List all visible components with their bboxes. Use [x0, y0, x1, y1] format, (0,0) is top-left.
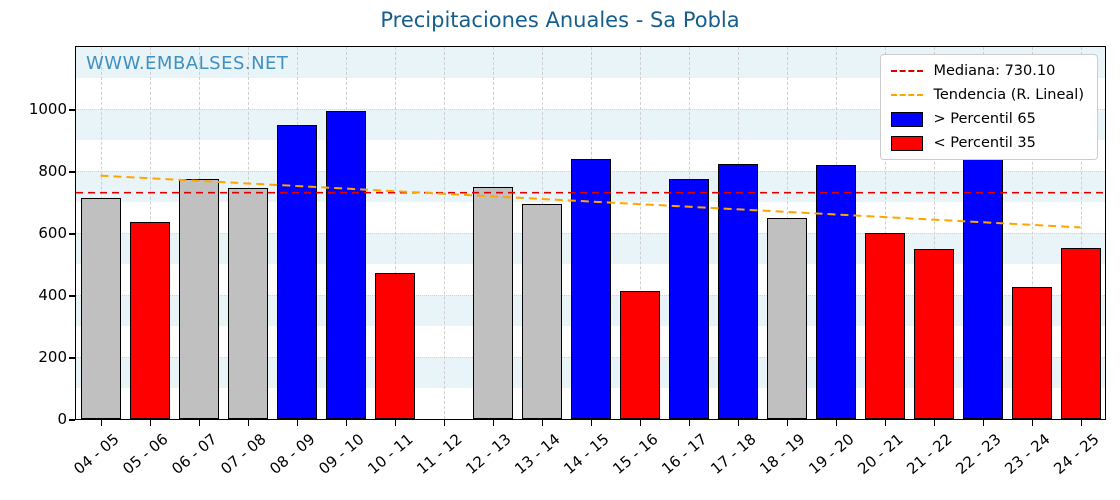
x-tick-label: 06 - 07 [167, 430, 221, 478]
x-tick [198, 420, 200, 426]
legend-median-label: Mediana: 730.10 [933, 63, 1056, 79]
x-tick-label: 15 - 16 [608, 430, 662, 478]
y-tick [69, 419, 75, 421]
bar-24-25 [1060, 247, 1101, 419]
x-tick [786, 420, 788, 426]
x-tick-label: 16 - 17 [657, 430, 711, 478]
x-tick [639, 420, 641, 426]
x-tick [933, 420, 935, 426]
bar-10-11 [374, 273, 415, 419]
bar-06-07 [178, 178, 219, 419]
x-tick [982, 420, 984, 426]
x-tick-label: 13 - 14 [510, 430, 564, 478]
watermark-text: WWW.EMBALSES.NET [86, 53, 289, 74]
y-tick-label: 200 [38, 348, 67, 366]
y-tick [69, 357, 75, 359]
x-tick-label: 22 - 23 [951, 430, 1005, 478]
bar-12-13 [472, 186, 513, 419]
x-tick-label: 12 - 13 [461, 430, 515, 478]
x-tick-label: 04 - 05 [69, 430, 123, 478]
x-tick-label: 21 - 22 [902, 430, 956, 478]
x-tick [149, 420, 151, 426]
legend-low-label: < Percentil 35 [933, 135, 1036, 151]
y-tick [69, 295, 75, 297]
gridline-vertical [443, 47, 445, 419]
bar-09-10 [325, 110, 366, 419]
gridline-vertical [1031, 47, 1033, 419]
blue-swatch-icon [891, 111, 924, 127]
gridline-vertical [933, 47, 935, 419]
bar-16-17 [668, 178, 709, 419]
bar-15-16 [619, 290, 660, 419]
x-tick [541, 420, 543, 426]
bar-13-14 [521, 204, 562, 419]
x-tick-label: 05 - 06 [118, 430, 172, 478]
legend-item-low-percentile: < Percentil 35 [891, 135, 1084, 151]
x-tick [737, 420, 739, 426]
bar-20-21 [864, 233, 905, 419]
legend-high-label: > Percentil 65 [933, 111, 1036, 127]
x-tick-label: 09 - 10 [314, 430, 368, 478]
x-tick [247, 420, 249, 426]
trend-line [100, 174, 1081, 229]
bar-05-06 [129, 222, 170, 419]
gridline-vertical [394, 47, 396, 419]
trend-dashed-line-icon [891, 88, 924, 102]
bar-17-18 [717, 163, 758, 419]
x-tick-label: 14 - 15 [559, 430, 613, 478]
legend: Mediana: 730.10 Tendencia (R. Lineal) > … [880, 54, 1098, 160]
x-tick-label: 10 - 11 [363, 430, 417, 478]
bar-19-20 [815, 164, 856, 419]
y-tick [69, 233, 75, 235]
reference-lines-layer [76, 174, 1105, 229]
y-tick [69, 109, 75, 111]
x-tick [590, 420, 592, 426]
x-tick-label: 23 - 24 [1000, 430, 1054, 478]
bar-21-22 [913, 249, 954, 419]
bar-23-24 [1011, 287, 1052, 419]
legend-item-trend: Tendencia (R. Lineal) [891, 87, 1084, 103]
x-tick-label: 07 - 08 [216, 430, 270, 478]
x-tick [296, 420, 298, 426]
median-dashed-line-icon [891, 64, 924, 78]
bar-08-09 [276, 124, 317, 419]
x-tick [100, 420, 102, 426]
plot-area: WWW.EMBALSES.NET Mediana: 730.10 Tendenc… [75, 46, 1106, 420]
x-tick [884, 420, 886, 426]
legend-item-high-percentile: > Percentil 65 [891, 111, 1084, 127]
x-tick-label: 17 - 18 [706, 430, 760, 478]
y-tick-label: 800 [38, 162, 67, 180]
red-swatch-icon [891, 135, 924, 151]
y-tick-label: 600 [38, 224, 67, 242]
x-tick [688, 420, 690, 426]
x-tick [1031, 420, 1033, 426]
bar-04-05 [80, 197, 121, 419]
x-tick-label: 19 - 20 [804, 430, 858, 478]
x-tick [492, 420, 494, 426]
y-tick [69, 171, 75, 173]
legend-trend-label: Tendencia (R. Lineal) [933, 87, 1084, 103]
y-tick-label: 1000 [28, 100, 67, 118]
y-tick-label: 0 [57, 410, 67, 428]
bar-14-15 [570, 158, 611, 419]
x-tick [835, 420, 837, 426]
y-tick-label: 400 [38, 286, 67, 304]
chart-title: Precipitaciones Anuales - Sa Pobla [380, 8, 740, 32]
x-tick [443, 420, 445, 426]
x-tick-label: 08 - 09 [265, 430, 319, 478]
bar-22-23 [962, 153, 1003, 419]
gridline-vertical [639, 47, 641, 419]
bar-07-08 [227, 188, 268, 419]
x-tick [1080, 420, 1082, 426]
x-tick [394, 420, 396, 426]
x-tick-label: 20 - 21 [853, 430, 907, 478]
x-tick-label: 18 - 19 [755, 430, 809, 478]
bar-18-19 [766, 218, 807, 419]
x-tick [345, 420, 347, 426]
x-tick-label: 24 - 25 [1049, 430, 1103, 478]
x-tick-label: 11 - 12 [412, 430, 466, 478]
gridline-vertical [1080, 47, 1082, 419]
legend-item-median: Mediana: 730.10 [891, 63, 1084, 79]
